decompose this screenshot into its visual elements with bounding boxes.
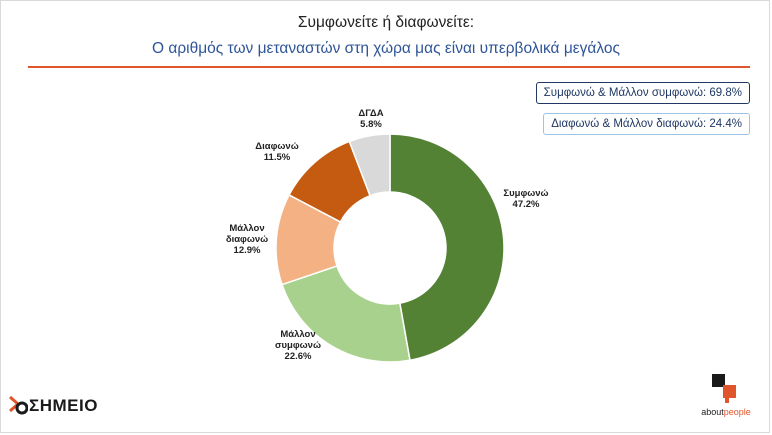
- chart-title: Συμφωνείτε ή διαφωνείτε:: [297, 14, 475, 31]
- summary-disagree-box: Διαφωνώ & Μάλλον διαφωνώ: 24.4%: [543, 113, 750, 135]
- slice-label: Συμφωνώ 47.2%: [503, 188, 548, 210]
- slice-labels: Συμφωνώ 47.2% Μάλλον συμφωνώ 22.6% Μάλλον διαφ…: [226, 108, 549, 362]
- simeio-logo: ΣΗΜΕΙΟ: [8, 393, 98, 419]
- slice-label: Μάλλον συμφωνώ 22.6%: [275, 329, 321, 362]
- slice-label: Διαφωνώ 11.5%: [255, 141, 298, 163]
- summary-agree-box: Συμφωνώ & Μάλλον συμφωνώ: 69.8%: [535, 82, 750, 104]
- aboutpeople-logo-icon: [712, 374, 736, 403]
- aboutpeople-logo-text: aboutpeople: [694, 407, 758, 417]
- logo-text-people: people: [723, 407, 751, 417]
- title-divider: [28, 66, 750, 68]
- simeio-logo-text: ΣΗΜΕΙΟ: [29, 396, 98, 415]
- donut-slice: [281, 265, 411, 363]
- slice-label: Μάλλον διαφωνώ 12.9%: [226, 223, 268, 256]
- donut-slice: [348, 133, 391, 197]
- chart-subtitle: Ο αριθμός των μεταναστών στη χώρα μας εί…: [152, 40, 620, 57]
- donut-slices: [275, 133, 505, 363]
- logo-text-about: about: [701, 407, 724, 417]
- donut-slice: [389, 133, 505, 362]
- simeio-logo-icon: [8, 394, 29, 418]
- aboutpeople-logo: aboutpeople: [694, 372, 758, 420]
- slice-label: ΔΓΔΑ 5.8%: [358, 108, 383, 130]
